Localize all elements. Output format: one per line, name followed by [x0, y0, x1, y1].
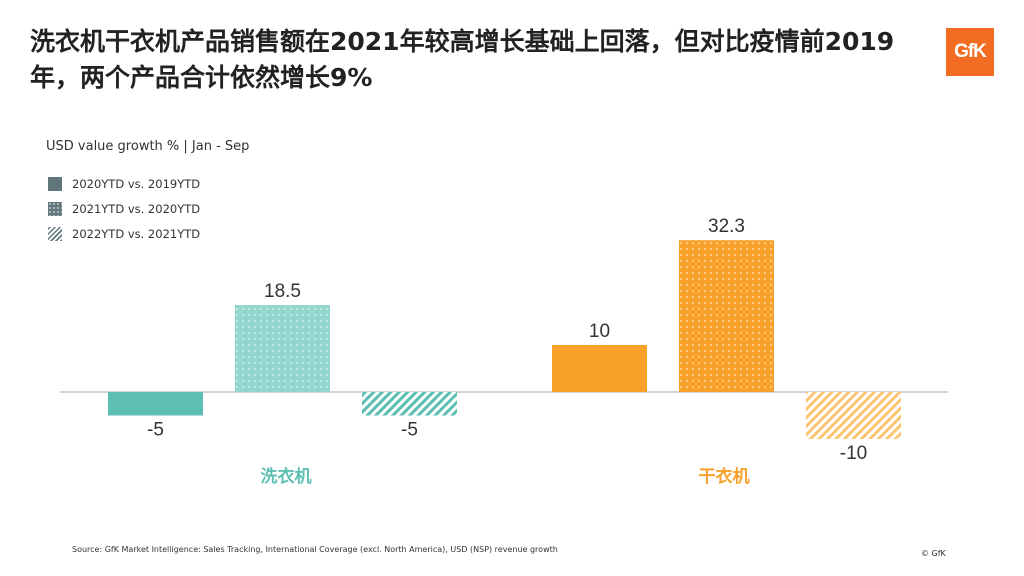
category-label: 洗衣机 [261, 466, 312, 487]
chart-bars: -5 10 18.5 32.3 -5 -10 洗衣机 干衣机 [60, 216, 948, 487]
copyright: © GfK [921, 549, 946, 558]
legend-item-2021: 2021YTD vs. 2020YTD [48, 201, 200, 217]
bar-washer-s3 [362, 392, 457, 416]
data-label: 18.5 [264, 281, 301, 302]
bar-dryer-s1 [552, 345, 647, 392]
bar-washer-s1 [108, 392, 203, 416]
data-label: 10 [589, 321, 610, 342]
data-label: -10 [840, 443, 867, 464]
page-title: 洗衣机干衣机产品销售额在2021年较高增长基础上回落，但对比疫情前2019年，两… [30, 27, 895, 92]
source-note: Source: GfK Market Intelligence: Sales T… [72, 545, 558, 554]
data-label: -5 [401, 420, 418, 441]
gfk-logo: GfK [946, 28, 994, 76]
data-label: 32.3 [708, 216, 745, 237]
legend-swatch-dots [48, 202, 62, 216]
bar-washer-s2 [235, 305, 330, 392]
data-label: -5 [147, 420, 164, 441]
legend-item-2020: 2020YTD vs. 2019YTD [48, 176, 200, 192]
legend-item-2022: 2022YTD vs. 2021YTD [48, 226, 200, 242]
legend-label: 2022YTD vs. 2021YTD [72, 227, 201, 241]
legend-swatch-hatch [48, 227, 62, 241]
bar-dryer-s2 [679, 240, 774, 392]
category-label: 干衣机 [699, 466, 750, 487]
bar-dryer-s3 [806, 392, 901, 439]
legend-swatch-solid [48, 177, 62, 191]
legend-label: 2021YTD vs. 2020YTD [72, 202, 201, 216]
chart-subtitle: USD value growth % | Jan - Sep [46, 139, 250, 154]
chart-legend: 2020YTD vs. 2019YTD 2021YTD vs. 2020YTD … [48, 176, 200, 251]
legend-label: 2020YTD vs. 2019YTD [72, 177, 201, 191]
